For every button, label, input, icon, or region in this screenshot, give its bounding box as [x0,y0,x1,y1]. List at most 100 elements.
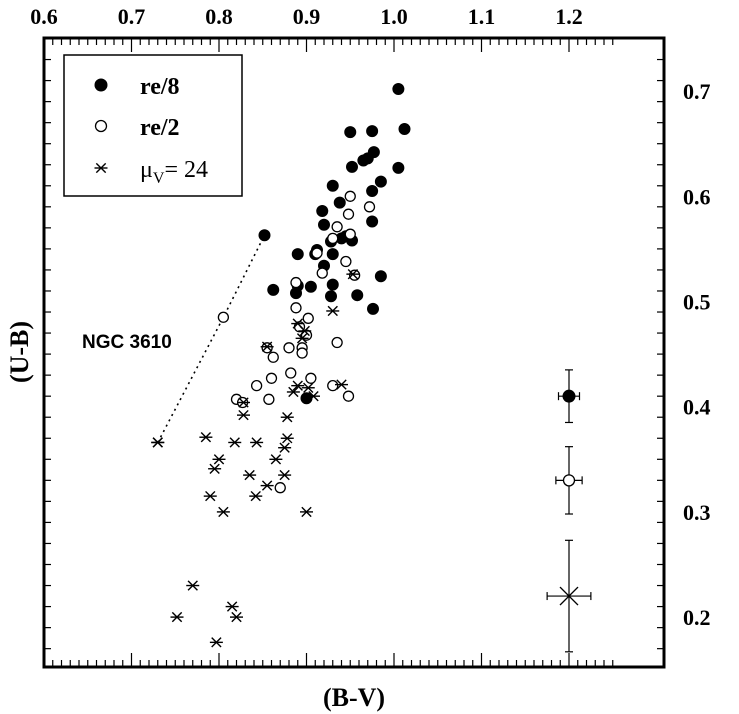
point-re2 [344,228,356,240]
legend-mu-subscript: V [153,170,165,187]
point-re2 [302,312,314,324]
point-muv24 [280,433,294,444]
point-re2 [267,351,279,363]
point-re8 [392,161,405,174]
point-re8 [326,248,339,261]
point-re2 [342,208,355,220]
legend-label-re2: re/2 [140,115,180,141]
point-muv24-stroke [187,580,198,591]
point-muv24-stroke [282,433,293,444]
point-re8 [357,154,370,167]
point-muv24-stroke [299,325,310,337]
dotted-connector-line [157,234,266,443]
point-re8 [367,146,380,159]
point-muv24-stroke [244,469,255,481]
error-bar-marker [562,389,576,403]
error-bar-marker-stroke [559,586,579,606]
point-muv24-stroke [250,490,261,502]
point-muv24 [225,601,239,612]
point-re2 [327,380,339,392]
y-tick-label: 0.5 [683,290,711,315]
point-muv24-stroke [261,341,273,352]
x-tick-label: 1.1 [468,4,496,29]
point-re8 [366,215,379,228]
point-muv24-stroke [261,480,273,491]
legend-marker-0 [94,78,108,92]
point-re2 [285,367,297,379]
point-muv24-stroke [292,318,303,329]
legend-box [63,54,243,197]
point-re8 [374,270,387,283]
point-muv24-stroke [336,379,347,390]
point-muv24 [260,480,274,491]
point-re8 [367,302,379,315]
point-muv24-stroke [213,454,225,465]
point-re2 [290,302,302,314]
point-re8 [326,278,339,291]
point-re2 [363,201,376,213]
point-muv24 [249,490,263,502]
point-muv24 [151,437,165,448]
legend-marker-1 [94,119,108,133]
x-tick-label: 1.2 [555,4,583,29]
point-muv24-stroke [327,305,338,317]
x-axis-title: (B-V) [323,683,385,712]
point-re8 [366,125,379,138]
point-re2 [296,347,308,359]
point-re2 [283,342,295,354]
point-re2 [311,247,323,259]
point-muv24-stroke [303,382,314,393]
point-re2 [327,232,339,245]
point-re8 [374,175,387,188]
point-muv24-stroke [282,412,293,423]
point-re2 [290,276,302,289]
point-muv24 [212,454,226,465]
point-re8 [326,179,339,192]
legend: re/8 re/2 μV= 24 [63,54,243,197]
y-axis-title: (U-B) [5,321,34,383]
point-muv24 [209,637,223,648]
point-muv24 [237,397,250,408]
error-bar-layer [546,369,592,653]
point-muv24-stroke [211,637,222,648]
y-tick-label: 0.3 [683,500,711,525]
point-muv24-stroke [209,463,220,474]
y-tick-label: 0.4 [683,395,711,420]
points-layer [151,82,411,648]
point-muv24 [250,437,264,448]
point-muv24 [335,379,348,390]
x-tick-label: 0.9 [293,4,321,29]
point-re2 [261,342,273,354]
x-tick-label: 1.0 [380,4,408,29]
point-re8 [267,283,280,296]
point-muv24 [295,333,309,344]
point-muv24 [286,386,300,398]
point-muv24-stroke [301,506,312,518]
dotted-line-layer [157,234,266,443]
point-muv24-stroke [270,454,282,465]
point-re2 [217,311,230,323]
point-muv24-stroke [171,611,183,623]
y-tick-label: 0.7 [683,79,711,104]
point-muv24 [307,391,320,402]
point-muv24-stroke [288,386,299,398]
point-muv24 [291,380,305,391]
legend-markers [94,78,108,174]
point-re2 [265,372,278,384]
legend-mu-symbol: μ [140,157,153,183]
legend-marker-2-stroke [95,162,107,174]
point-muv24-stroke [296,333,308,344]
point-muv24-stroke [251,437,262,448]
point-re2 [342,390,355,402]
x-tick-label: 0.8 [205,4,233,29]
error-bar-marker [562,474,576,487]
point-muv24-stroke [229,437,240,448]
point-muv24 [203,490,217,502]
point-muv24 [237,409,250,421]
point-re2 [250,380,263,392]
point-muv24-stroke [279,469,290,481]
legend-mu-rest: = 24 [164,157,208,183]
point-muv24 [230,611,243,623]
point-muv24 [269,454,283,465]
